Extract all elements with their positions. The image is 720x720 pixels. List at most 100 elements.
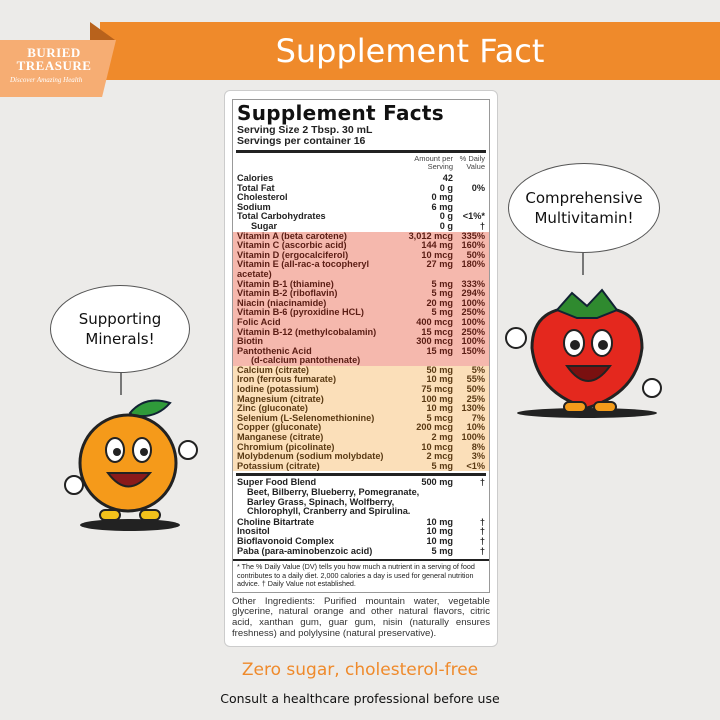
table-row: Vitamin B-1 (thiamine) 5 mg 333%	[233, 278, 489, 290]
nutrient-name: Paba (para-aminobenzoic acid)	[237, 545, 373, 556]
nutrient-name: Niacin (niacinamide)	[237, 297, 327, 308]
table-row: (d-calcium pantothenate)	[233, 356, 489, 366]
amount: 400 mcg	[416, 316, 453, 327]
supplement-facts-card: Supplement Facts Serving Size 2 Tbsp. 30…	[224, 90, 498, 647]
divider	[236, 150, 486, 153]
table-row: Magnesium (citrate) 100 mg 25%	[233, 393, 489, 405]
table-row: Manganese (citrate) 2 mg 100%	[233, 432, 489, 443]
nutrient-name: Vitamin D (ergocalciferol)	[237, 249, 349, 260]
table-row: Total Fat 0 g 0%	[233, 182, 489, 194]
table-row: Cholesterol 0 mg	[233, 193, 489, 203]
amount: 0 g	[439, 211, 453, 222]
daily-value: 8%	[471, 441, 485, 452]
amount: 10 mcg	[421, 249, 453, 260]
bubble-text: Comprehensive Multivitamin!	[525, 189, 643, 227]
table-row: Selenium (L-Selenomethionine) 5 mcg 7%	[233, 412, 489, 424]
nutrient-name: Total Carbohydrates	[237, 211, 326, 222]
amount: 15 mg	[426, 345, 453, 356]
amount: 10 mg	[426, 374, 453, 385]
table-row: Total Carbohydrates 0 g <1%*	[233, 212, 489, 222]
table-row: Pantothenic Acid 15 mg 150%	[233, 345, 489, 357]
amount: 75 mcg	[421, 384, 453, 395]
amount: 5 mg	[431, 460, 453, 471]
superfood-section: Super Food Blend 500 mg † Beet, Bilberry, …	[233, 476, 489, 517]
nutrient-name: Total Fat	[237, 182, 275, 193]
table-row: Vitamin B-12 (methylcobalamin) 15 mcg 250%	[233, 326, 489, 338]
logo-line1: BURIED	[27, 45, 81, 60]
nutrient-name: Chromium (picolinate)	[237, 441, 335, 452]
nutrient-name: Vitamin A (beta carotene)	[237, 230, 347, 241]
table-row: Vitamin E (all-rac-a tocopheryl acetate)…	[233, 259, 489, 279]
daily-value: 0%	[471, 182, 485, 193]
tagline: Zero sugar, cholesterol-free	[241, 660, 479, 680]
nutrient-name: Sodium	[237, 201, 271, 212]
nutrient-name: Calories	[237, 173, 274, 183]
nutrient-name: Vitamin B-1 (thiamine)	[237, 278, 334, 289]
amount: 10 mg	[426, 526, 453, 537]
nutrient-name: Vitamin E (all-rac-a tocopheryl acetate)	[237, 259, 370, 279]
daily-value: †	[479, 516, 485, 527]
nutrient-name: (d-calcium pantothenate)	[251, 355, 361, 366]
nutrient-name: Vitamin B-12 (methylcobalamin)	[237, 326, 377, 337]
table-row: Folic Acid 400 mcg 100%	[233, 316, 489, 328]
amount: 200 mcg	[416, 422, 453, 433]
label-title: Supplement Facts	[237, 101, 444, 125]
amount: 42	[442, 173, 453, 183]
daily-value: 10%	[466, 422, 485, 433]
nutrient-name: Biotin	[237, 336, 264, 347]
nutrient-name: Iodine (potassium)	[237, 384, 319, 395]
table-row: Vitamin C (ascorbic acid) 144 mg 160%	[233, 241, 489, 251]
daily-value: †	[479, 477, 485, 488]
daily-value: 100%	[461, 432, 486, 443]
daily-value: 333%	[461, 278, 486, 289]
nutrient-name: Inositol	[237, 526, 270, 537]
daily-value: 250%	[461, 307, 486, 318]
table-row: Calories 42	[233, 173, 489, 184]
table-row: Vitamin B-6 (pyroxidine HCL) 5 mg 250%	[233, 308, 489, 318]
daily-value: †	[479, 545, 485, 556]
daily-value: 150%	[461, 345, 486, 356]
amount: 10 mg	[426, 535, 453, 546]
daily-value: <1%*	[462, 211, 485, 222]
nutrient-name: Folic Acid	[237, 316, 281, 327]
bubble-tail	[582, 253, 584, 275]
table-row: Iodine (potassium) 75 mcg 50%	[233, 384, 489, 395]
other-ingredients: Other Ingredients: Purified mountain wat…	[232, 595, 490, 640]
daily-value: 100%	[461, 336, 486, 347]
table-row: Sugar 0 g †	[233, 220, 489, 232]
daily-value: †	[479, 220, 485, 231]
amount: 500 mg	[421, 477, 453, 488]
footnote: * The % Daily Value (DV) tells you how m…	[233, 559, 489, 592]
nutrient-name: Vitamin C (ascorbic acid)	[237, 240, 347, 251]
daily-value: †	[479, 535, 485, 546]
nutrient-name: Molybdenum (sodium molybdate)	[237, 451, 384, 462]
daily-value: 100%	[461, 316, 486, 327]
table-row: Niacin (niacinamide) 20 mg 100%	[233, 297, 489, 309]
amount: 0 mg	[431, 192, 453, 203]
nutrient-name: Cholesterol	[237, 192, 288, 203]
amount: 5 mcg	[426, 412, 453, 423]
amount: 10 mg	[426, 516, 453, 527]
servings-per-container: Servings per container 16	[237, 135, 366, 147]
logo-line2: TREASURE	[16, 58, 92, 73]
nutrient-name: Bioflavonoid Complex	[237, 535, 334, 546]
column-headers: Amount per Serving % Daily Value	[233, 153, 489, 174]
nutrient-name: Calcium (citrate)	[237, 364, 309, 375]
table-row: Paba (para-aminobenzoic acid) 5 mg †	[233, 545, 489, 557]
amount: 20 mg	[426, 297, 453, 308]
divider	[236, 473, 486, 477]
nutrient-name: Super Food Blend	[237, 477, 317, 488]
table-row: Sodium 6 mg	[233, 201, 489, 213]
daily-value: 250%	[461, 326, 486, 337]
daily-value: <1%	[466, 460, 485, 471]
nutrient-name: Magnesium (citrate)	[237, 393, 324, 404]
table-row: Biotin 300 mcg 100%	[233, 336, 489, 347]
daily-value: 50%	[466, 249, 485, 260]
table-row: Choline Bitartrate 10 mg †	[233, 516, 489, 528]
strawberry-mascot	[505, 288, 662, 418]
table-row: Copper (gluconate) 200 mcg 10%	[233, 423, 489, 433]
amount: 3,012 mcg	[408, 230, 453, 241]
page-title: Supplement Fact	[275, 32, 545, 70]
col-amount: Serving	[427, 162, 453, 171]
table-row: Chromium (picolinate) 10 mcg 8%	[233, 441, 489, 453]
